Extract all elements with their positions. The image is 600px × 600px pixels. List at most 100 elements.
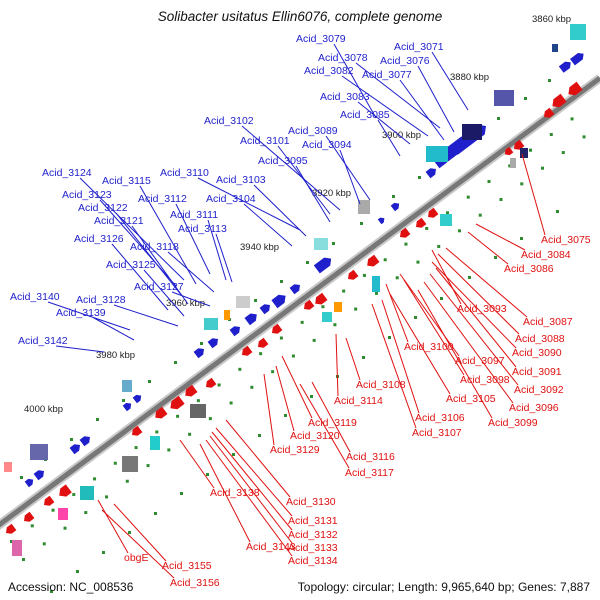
label-leader-line [345,337,361,381]
tick-dot [466,195,470,199]
gene-label: Acid_3131 [288,515,338,527]
reverse-gene-arrow [59,484,72,497]
reverse-gene-arrow [315,292,328,305]
gene-label: Acid_3122 [78,202,128,214]
label-leader-line [475,223,526,251]
position-label: 4000 kbp [24,404,63,415]
tick-dot [395,276,399,280]
gene-block [358,200,370,214]
tick-dot [570,117,574,121]
tick-dot [154,512,157,515]
gene-label: Acid_3129 [270,444,320,456]
tick-dot [374,291,378,295]
label-leader-line [467,231,509,265]
tick-dot [440,297,443,300]
tick-dot [200,342,203,345]
label-leader-line [385,283,409,343]
label-leader-line [263,373,275,446]
gene-block [510,158,516,168]
tick-dot [468,276,471,279]
forward-gene-arrow [122,402,132,412]
tick-dot [258,434,261,437]
label-leader-line [47,301,131,331]
gene-label: Acid_3124 [42,167,92,179]
reverse-gene-arrow [185,384,198,397]
gene-label: Acid_3097 [455,355,505,367]
label-leader-line [357,101,411,145]
gene-label: Acid_3090 [512,347,562,359]
gene-label: Acid_3106 [415,412,465,424]
gene-label: Acid_3099 [488,417,538,429]
tick-dot [238,367,242,371]
reverse-gene-arrow [367,254,380,267]
label-leader-line [211,431,293,531]
tick-dot [404,242,408,246]
forward-gene-arrow [33,470,44,481]
gene-label: Acid_3100 [404,341,454,353]
gene-label: Acid_3077 [362,69,412,81]
label-leader-line [171,291,211,307]
gene-label: Acid_3105 [446,393,496,405]
tick-dot [437,244,441,248]
tick-dot [362,273,366,277]
label-leader-line [113,503,167,562]
gene-label: Acid_3126 [74,233,124,245]
gene-label: Acid_3132 [288,529,338,541]
tick-dot [388,336,391,339]
forward-gene-arrow [558,61,571,73]
label-leader-line [403,279,465,376]
gene-label: Acid_3125 [106,259,156,271]
gene-block [30,444,48,460]
tick-dot [457,229,461,233]
genome-title: Solibacter usitatus Ellin6076, complete … [157,9,443,24]
tick-dot [93,477,97,481]
forward-gene-arrow [229,326,240,337]
label-leader-line [99,199,177,287]
gene-label: Acid_3123 [62,189,112,201]
gene-label: Acid_3117 [345,467,394,479]
tick-dot [310,395,313,398]
reverse-gene-arrow [568,81,583,96]
label-leader-line [335,333,339,397]
label-leader-line [79,177,185,281]
gene-block [236,296,250,308]
reverse-gene-arrow [170,395,185,410]
tick-dot [174,361,177,364]
gene-label: Acid_3084 [521,249,571,261]
gene-label: Acid_3102 [204,115,254,127]
label-leader-line [333,43,377,119]
gene-label: Acid_3089 [288,125,338,137]
gene-block [80,486,94,500]
reverse-gene-arrow [132,425,143,436]
gene-label: Acid_3095 [258,155,308,167]
label-leader-line [339,149,361,205]
tick-dot [549,133,553,137]
label-leader-line [341,75,429,137]
tick-dot [354,307,358,311]
label-leader-line [355,62,441,129]
tick-dot [217,383,221,387]
gene-label: Acid_3087 [523,316,573,328]
gene-label: Acid_3098 [460,374,510,386]
tick-dot [208,417,212,421]
gene-label: obgE [124,552,149,564]
gene-block [314,238,328,250]
forward-gene-arrow [313,257,332,274]
gene-block [334,302,342,312]
tick-dot [96,418,99,421]
tick-dot [30,524,34,528]
label-leader-line [417,65,455,133]
tick-dot [487,180,491,184]
label-leader-line [295,165,331,223]
label-leader-line [209,435,293,544]
gene-block [372,276,380,292]
label-leader-line [111,243,169,311]
tick-dot [22,558,25,561]
reverse-gene-arrow [544,107,555,118]
tick-dot [279,336,283,340]
tick-dot [113,461,117,465]
label-leader-line [311,381,351,453]
label-leader-line [253,184,307,237]
tick-dot [167,448,171,452]
label-leader-line [281,355,313,419]
